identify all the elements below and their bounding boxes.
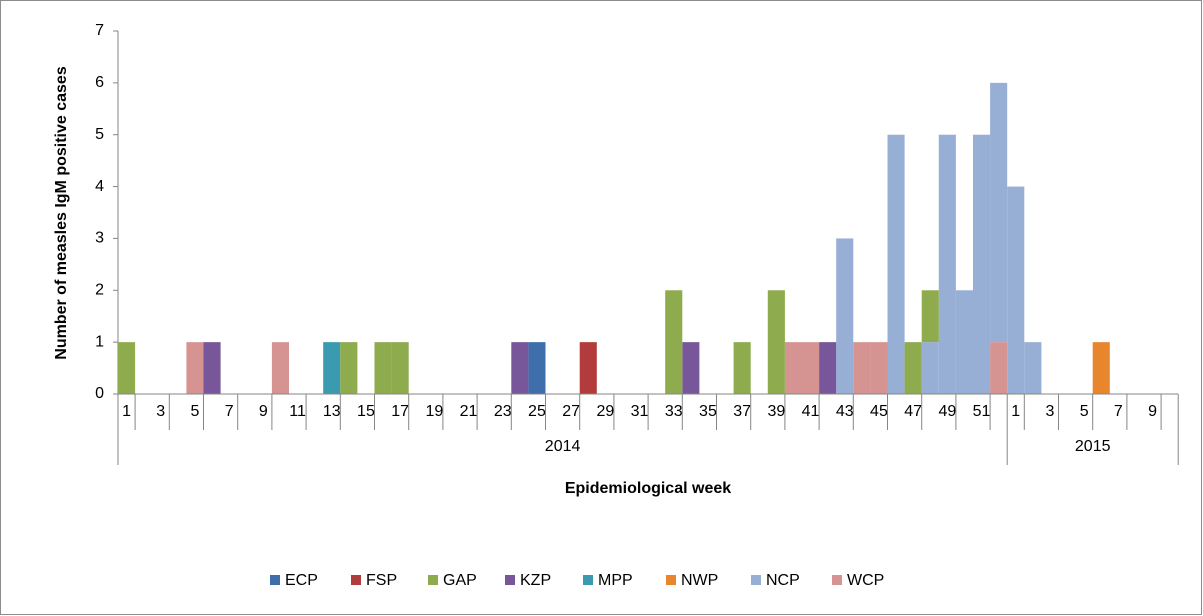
x-tick-label: 45 <box>870 403 888 420</box>
bar <box>853 342 871 394</box>
x-axis-title: Epidemiological week <box>565 480 731 497</box>
legend-swatch <box>270 575 280 585</box>
x-tick-label: 21 <box>460 403 478 420</box>
group-label: 2015 <box>1075 438 1111 455</box>
x-tick-label: 39 <box>767 403 785 420</box>
bar <box>682 342 700 394</box>
bar <box>1007 186 1025 394</box>
legend-swatch <box>583 575 593 585</box>
x-tick-label: 23 <box>494 403 512 420</box>
legend-swatch <box>751 575 761 585</box>
bar <box>887 134 905 394</box>
x-tick-label: 9 <box>259 403 268 420</box>
group-label: 2014 <box>545 438 581 455</box>
x-tick-label: 19 <box>425 403 443 420</box>
bar <box>1092 342 1110 394</box>
bar <box>323 342 341 394</box>
legend-label: NCP <box>766 572 800 589</box>
bar <box>955 290 973 394</box>
x-tick-label: 3 <box>156 403 165 420</box>
x-tick-label: 1 <box>122 403 131 420</box>
y-tick-label: 6 <box>95 74 104 91</box>
bar <box>921 290 939 343</box>
bar <box>340 342 358 394</box>
legend-swatch <box>505 575 515 585</box>
legend-label: MPP <box>598 572 633 589</box>
y-tick-label: 5 <box>95 126 104 143</box>
bar <box>973 134 991 394</box>
x-tick-label: 1 <box>1011 403 1020 420</box>
y-tick-label: 3 <box>95 230 104 247</box>
bar <box>870 342 888 394</box>
bar <box>271 342 289 394</box>
x-tick-label: 17 <box>391 403 409 420</box>
bar <box>733 342 751 394</box>
bar <box>802 342 820 394</box>
bar <box>767 290 785 394</box>
x-tick-label: 11 <box>289 403 306 420</box>
bar <box>118 342 136 394</box>
legend-swatch <box>351 575 361 585</box>
y-tick-label: 4 <box>95 178 104 195</box>
x-tick-label: 35 <box>699 403 717 420</box>
bar <box>819 342 837 394</box>
bar <box>374 342 392 394</box>
x-tick-label: 15 <box>357 403 375 420</box>
bar <box>186 342 204 394</box>
bar <box>528 342 546 394</box>
bar <box>1024 342 1042 394</box>
bar <box>579 342 597 394</box>
x-tick-label: 13 <box>323 403 341 420</box>
legend-label: NWP <box>681 572 718 589</box>
bar <box>938 134 956 394</box>
x-tick-label: 27 <box>562 403 580 420</box>
legend-label: GAP <box>443 572 477 589</box>
legend-label: FSP <box>366 572 397 589</box>
x-tick-label: 7 <box>225 403 234 420</box>
bar <box>511 342 529 394</box>
bar <box>784 342 802 394</box>
legend-label: ECP <box>285 572 318 589</box>
x-tick-label: 43 <box>836 403 854 420</box>
bar <box>391 342 409 394</box>
bar <box>990 342 1008 394</box>
x-tick-label: 41 <box>802 403 820 420</box>
y-tick-label: 2 <box>95 282 104 299</box>
bar <box>990 82 1008 343</box>
x-tick-label: 7 <box>1114 403 1123 420</box>
x-tick-label: 5 <box>1080 403 1089 420</box>
bar <box>203 342 221 394</box>
x-tick-label: 47 <box>904 403 922 420</box>
x-tick-label: 5 <box>190 403 199 420</box>
bar <box>665 290 683 394</box>
legend-label: KZP <box>520 572 551 589</box>
x-tick-label: 49 <box>938 403 956 420</box>
y-axis-title: Number of measles IgM positive cases <box>53 66 70 360</box>
x-tick-label: 25 <box>528 403 546 420</box>
legend-swatch <box>666 575 676 585</box>
y-tick-label: 7 <box>95 22 104 39</box>
x-tick-label: 51 <box>973 403 991 420</box>
x-tick-label: 9 <box>1148 403 1157 420</box>
y-tick-label: 1 <box>95 333 104 350</box>
legend-label: WCP <box>847 572 884 589</box>
x-tick-label: 31 <box>631 403 649 420</box>
bar <box>921 342 939 394</box>
x-tick-label: 3 <box>1045 403 1054 420</box>
bar <box>904 342 922 394</box>
x-tick-label: 37 <box>733 403 751 420</box>
x-tick-label: 29 <box>596 403 614 420</box>
bar <box>836 238 854 394</box>
x-tick-label: 33 <box>665 403 683 420</box>
legend-swatch <box>832 575 842 585</box>
y-tick-label: 0 <box>95 385 104 402</box>
legend-swatch <box>428 575 438 585</box>
